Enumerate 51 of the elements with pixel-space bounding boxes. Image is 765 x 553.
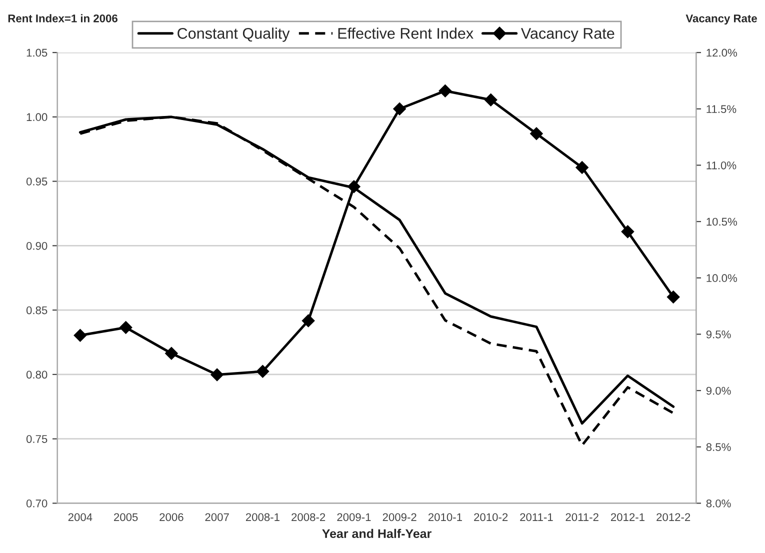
- y-tick-label: 0.70: [26, 499, 48, 508]
- y-tick-label: 0.90: [26, 242, 48, 250]
- x-tick-label: 2005: [114, 513, 138, 522]
- point: [484, 93, 498, 106]
- y-tick-label: 1.00: [26, 113, 48, 122]
- y2-tick-label: 8.5%: [706, 443, 731, 452]
- legend-label: Effective Rent Index: [338, 28, 474, 39]
- point: [666, 290, 680, 304]
- point: [210, 368, 224, 382]
- x-tick-label: 2009-2: [382, 513, 416, 522]
- point: [438, 84, 452, 98]
- x-tick-label: 2009-1: [337, 513, 371, 522]
- y-tick-label: 0.80: [26, 370, 48, 379]
- y2-tick-label: 11.5%: [706, 105, 736, 114]
- y2-tick-label: 10.5%: [706, 218, 737, 226]
- x-tick-label: 2006: [160, 513, 184, 522]
- legend-label: Constant Quality: [178, 28, 290, 42]
- x-tick-label: 2008-2: [292, 513, 326, 522]
- point: [165, 346, 178, 360]
- y-tick-label: 0.85: [26, 306, 48, 314]
- point: [74, 328, 87, 342]
- y-tick-label: 1.05: [26, 48, 48, 57]
- x-axis-title: Year and Half-Year: [322, 528, 432, 538]
- point: [621, 225, 634, 238]
- y2-tick-label: 9.0%: [706, 386, 731, 395]
- y-tick-label: 0.75: [26, 435, 48, 443]
- point: [530, 127, 543, 140]
- y2-tick-label: 11.0%: [706, 161, 736, 170]
- x-tick-label: 2004: [68, 513, 92, 522]
- x-tick-label: 2007: [205, 513, 229, 522]
- y2-tick-label: 10.0%: [706, 274, 737, 282]
- y2-tick-label: 12.0%: [706, 48, 737, 57]
- x-tick-label: 2011-2: [566, 513, 598, 522]
- legend-label: Vacancy Rate: [520, 28, 614, 42]
- x-tick-label: 2012-1: [610, 513, 644, 522]
- y-tick-label: 0.95: [26, 178, 48, 186]
- point: [256, 364, 270, 378]
- point: [302, 314, 315, 328]
- point: [119, 321, 132, 334]
- x-tick-label: 2008-1: [246, 513, 280, 522]
- x-tick-label: 2011-1: [520, 513, 553, 522]
- point: [576, 161, 588, 174]
- point: [393, 102, 406, 116]
- point: [348, 180, 360, 194]
- y2-axis-title: Vacancy Rate: [686, 14, 757, 25]
- x-tick-label: 2012-2: [656, 513, 690, 522]
- y-axis-title: Rent Index=1 in 2006: [8, 14, 118, 22]
- x-tick-label: 2010-2: [474, 513, 508, 522]
- y2-tick-label: 9.5%: [706, 330, 731, 338]
- y2-tick-label: 8.0%: [706, 499, 731, 508]
- x-tick-label: 2010-1: [428, 513, 462, 522]
